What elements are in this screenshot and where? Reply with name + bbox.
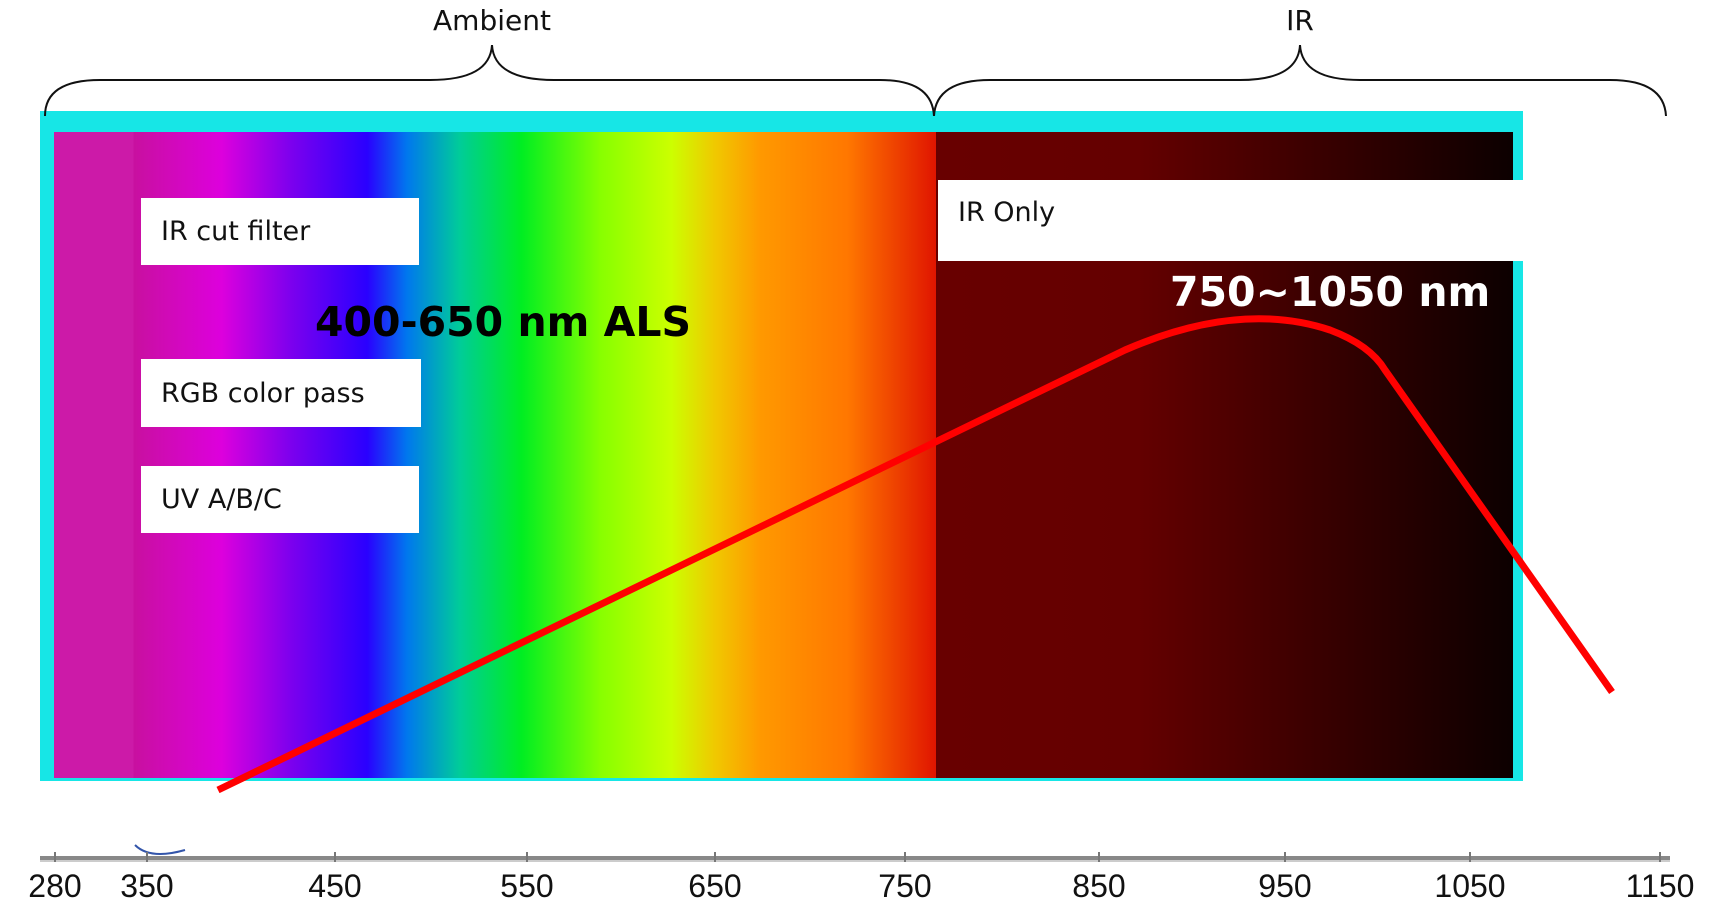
ir-only-box: IR Only [938,180,1664,261]
ir-brace [933,44,1667,117]
tick-label-350: 350 [120,868,174,904]
ir-range-annotation: 750~1050 nm [1170,268,1491,316]
tick-label-650: 650 [688,868,742,904]
ir-only-label: IR Only [958,197,1056,228]
tick-label-280: 280 [28,868,82,904]
als-range-annotation: 400-650 nm ALS [315,298,692,346]
response-curve [216,315,1615,794]
tick-label-1050: 1050 [1434,868,1506,904]
tick-label-850: 850 [1072,868,1126,904]
uv-abc-label: UV A/B/C [161,484,282,515]
ambient-brace [44,44,935,117]
uv-abc-box: UV A/B/C [141,466,419,533]
ir-cut-filter-box: IR cut filter [141,198,419,265]
tick-label-750: 750 [878,868,932,904]
tick-marks [54,852,1661,862]
axis-line-shadow [40,860,1670,862]
ambient-label: Ambient [433,4,551,37]
ir-label: IR [1286,4,1314,37]
tick-label-950: 950 [1258,868,1312,904]
ir-cut-filter-label: IR cut filter [161,216,311,247]
tick-label-450: 450 [308,868,362,904]
tick-label-1150: 1150 [1625,868,1695,904]
rgb-color-pass-box: RGB color pass [141,359,421,427]
axis-squiggle [134,844,186,855]
tick-label-550: 550 [500,868,554,904]
axis-line [40,856,1670,860]
rgb-color-pass-label: RGB color pass [161,377,365,409]
